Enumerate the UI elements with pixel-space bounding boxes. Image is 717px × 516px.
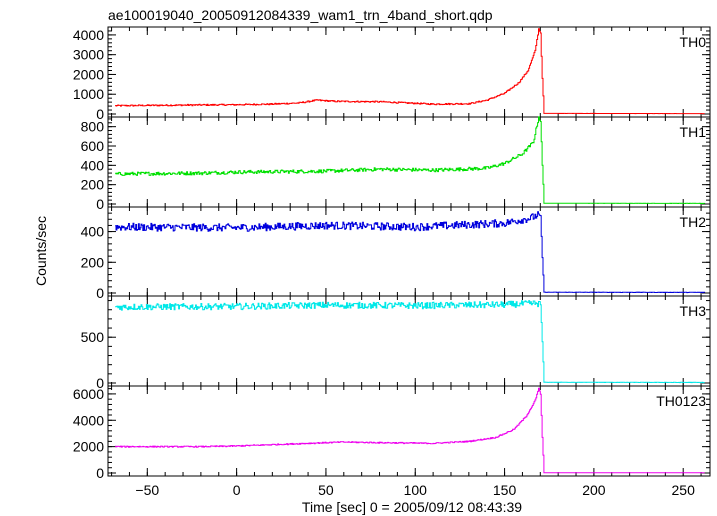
panel-label: TH2 (680, 214, 707, 230)
x-tick-label: 200 (582, 482, 606, 498)
x-tick-label: −50 (135, 482, 159, 498)
y-tick-label: 0 (96, 375, 104, 391)
y-tick-label: 4000 (73, 412, 104, 428)
panel-th3: 0 500 TH3 (81, 295, 711, 391)
y-tick-label: 2000 (73, 439, 104, 455)
x-axis-label: Time [sec] 0 = 2005/09/12 08:43:39 (302, 499, 522, 515)
y-tick-label: 0 (96, 465, 104, 481)
series-line-th1 (115, 116, 706, 204)
y-tick-label: 2000 (73, 66, 104, 82)
panel-label: TH0 (680, 34, 707, 50)
series-line-th3 (115, 300, 705, 384)
chart-title: ae100019040_20050912084339_wam1_trn_4ban… (108, 7, 493, 23)
y-tick-label: 1000 (73, 86, 104, 102)
series-line-th0 (115, 28, 705, 115)
y-tick-label: 4000 (73, 27, 104, 43)
panel-th2: 0 200 400 TH2 (81, 206, 711, 301)
x-tick-label: 150 (493, 482, 517, 498)
y-tick-label: 200 (81, 254, 105, 270)
x-tick-label: 50 (318, 482, 334, 498)
series-line-th0123 (115, 387, 705, 474)
y-tick-label: 200 (81, 177, 105, 193)
panel-label: TH1 (680, 124, 707, 140)
y-tick-label: 600 (81, 138, 105, 154)
x-tick-label: 0 (233, 482, 241, 498)
panel-label: TH3 (680, 303, 707, 319)
y-tick-label: 400 (81, 224, 105, 240)
y-tick-label: 3000 (73, 47, 104, 63)
y-tick-label: 0 (96, 285, 104, 301)
series-line-th2 (115, 211, 706, 294)
y-tick-label: 800 (81, 119, 105, 135)
panel-th0123: 0 2000 4000 6000 TH0123 (73, 385, 711, 481)
y-tick-label: 6000 (73, 386, 104, 402)
y-tick-label: 500 (81, 329, 105, 345)
y-tick-label: 0 (96, 196, 104, 212)
x-tick-label: 250 (672, 482, 696, 498)
x-tick-label: 100 (404, 482, 428, 498)
y-tick-label: 0 (96, 106, 104, 122)
panel-th0: 0 1000 2000 3000 4000 TH0 (73, 26, 711, 122)
panel-label: TH0123 (656, 393, 706, 409)
y-axis-label: Counts/sec (33, 216, 49, 286)
y-tick-label: 400 (81, 157, 105, 173)
